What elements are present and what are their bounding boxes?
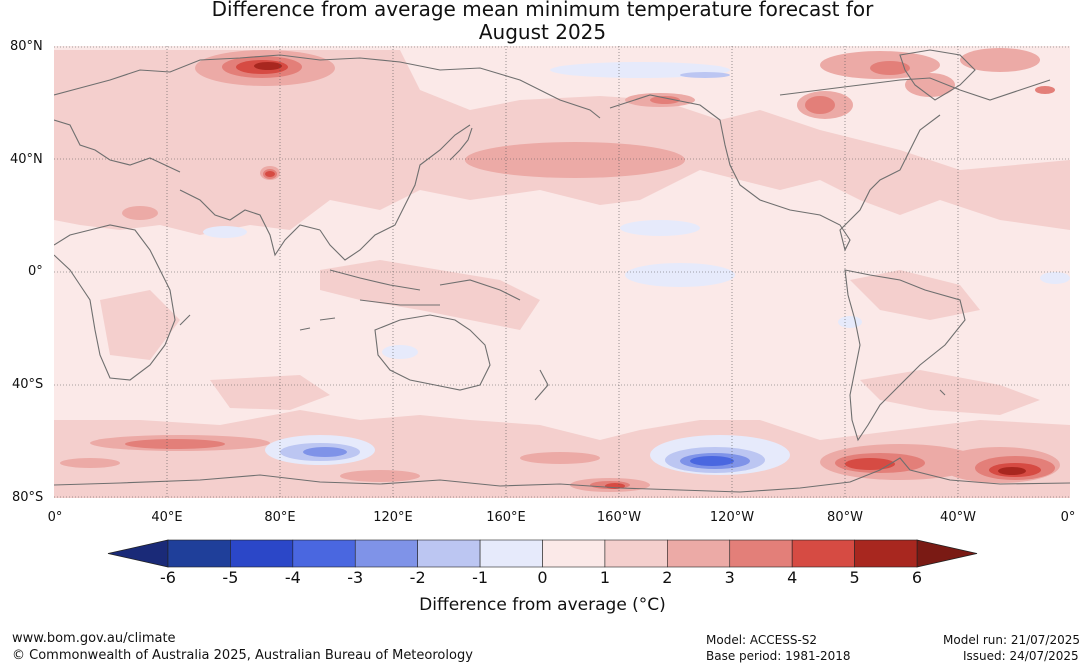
colorbar-swatch — [791, 539, 855, 568]
colorbar-tick-label: -4 — [284, 568, 301, 587]
colorbar-tick-label: 1 — [599, 568, 610, 587]
colorbar-swatch — [854, 539, 918, 568]
colorbar-swatch — [479, 539, 543, 568]
colorbar-tick-label: 6 — [911, 568, 923, 587]
colorbar-tick-label: 5 — [849, 568, 860, 587]
lon-label-40e: 40°E — [151, 510, 183, 525]
map-title-line1: Difference from average mean minimum tem… — [211, 0, 874, 21]
map-title-line2: August 2025 — [478, 20, 607, 44]
colorbar-tick-label: -2 — [409, 568, 426, 587]
colorbar-swatch — [167, 539, 231, 568]
colorbar-swatch — [230, 539, 294, 568]
lon-label-80e: 80°E — [264, 510, 296, 525]
lon-label-160w: 160°W — [596, 510, 642, 525]
colorbar-tick-label: 4 — [787, 568, 798, 587]
colorbar-swatch — [604, 539, 668, 568]
footer-base-period: Base period: 1981-2018 — [706, 649, 851, 663]
colorbar-swatch — [417, 539, 481, 568]
anomaly-minus-4-regions — [690, 456, 734, 466]
lat-label-40n: 40°N — [10, 152, 43, 167]
footer-copyright: © Commonwealth of Australia 2025, Austra… — [12, 648, 473, 663]
colorbar-tick-label: 0 — [537, 568, 548, 587]
lon-label-80w: 80°W — [827, 510, 863, 525]
footer-model: Model: ACCESS-S2 — [706, 633, 818, 647]
footer-website: www.bom.gov.au/climate — [12, 631, 176, 646]
colorbar-tick-label: -3 — [347, 568, 364, 587]
lon-label-120w: 120°W — [709, 510, 755, 525]
anomaly-field — [54, 46, 1070, 498]
lat-label-0: 0° — [28, 264, 43, 279]
lon-label-160e: 160°E — [486, 510, 526, 525]
colorbar-tick-label: -1 — [472, 568, 489, 587]
colorbar-swatch — [354, 539, 418, 568]
colorbar-tick-label: 2 — [662, 568, 673, 587]
colorbar-title: Difference from average (°C) — [419, 595, 666, 615]
footer-issued: Issued: 24/07/2025 — [963, 649, 1079, 663]
lat-label-80n: 80°N — [10, 39, 43, 54]
colorbar-swatch — [542, 539, 606, 568]
lat-label-80s: 80°S — [12, 490, 44, 505]
gridlines — [54, 46, 1070, 498]
lon-label-40w: 40°W — [940, 510, 976, 525]
coastlines — [54, 49, 1070, 493]
colorbar-swatch — [729, 539, 793, 568]
colorbar-swatch — [667, 539, 731, 568]
colorbar-tick-label: -5 — [222, 568, 239, 587]
lon-label-120e: 120°E — [373, 510, 413, 525]
colorbar-tick-label: 3 — [724, 568, 735, 587]
colorbar-swatch — [292, 539, 356, 568]
anomaly-5-6-regions — [254, 62, 1026, 475]
footer-model-run: Model run: 21/07/2025 — [943, 633, 1081, 647]
lon-label-0-right: 0° — [1060, 510, 1076, 525]
colorbar-over-arrow — [916, 539, 978, 568]
lon-label-0-left: 0° — [47, 510, 63, 525]
colorbar-under-arrow — [107, 539, 169, 568]
lat-label-40s: 40°S — [12, 377, 44, 392]
colorbar-tick-label: -6 — [160, 568, 176, 587]
